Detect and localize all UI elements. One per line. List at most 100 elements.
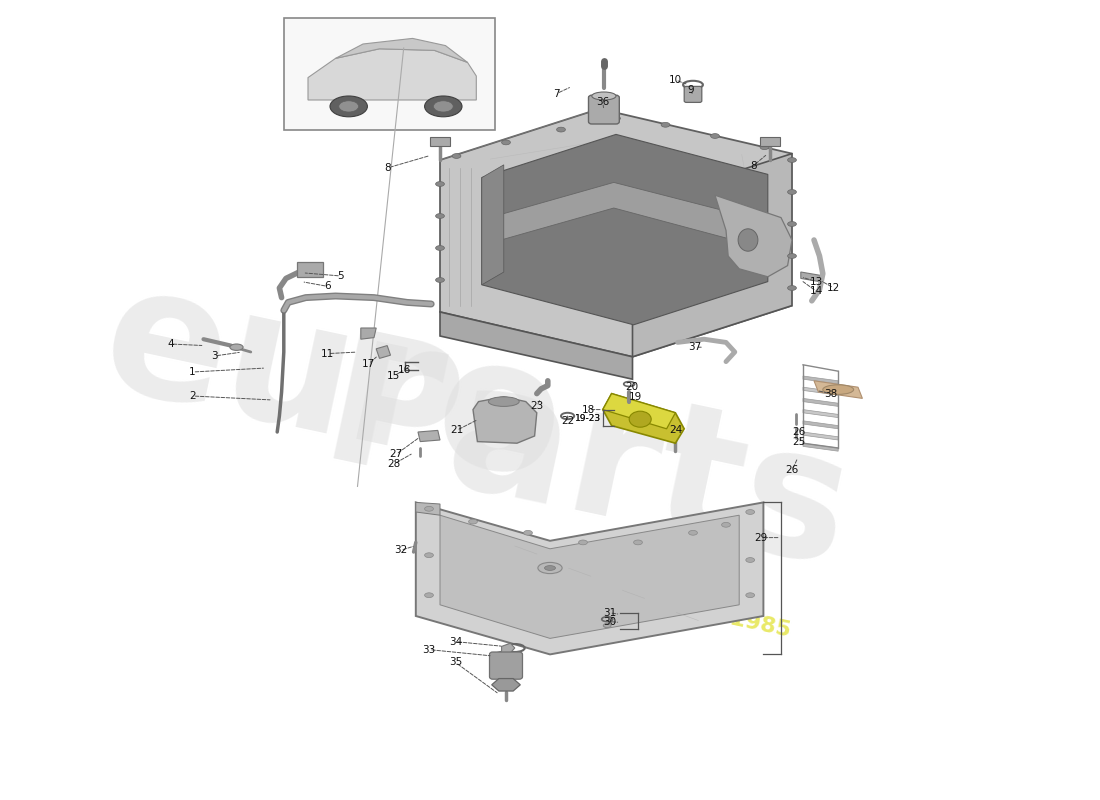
Ellipse shape (661, 122, 670, 127)
Ellipse shape (788, 222, 796, 226)
Text: 24: 24 (669, 426, 682, 435)
Text: 33: 33 (422, 645, 436, 654)
Ellipse shape (629, 411, 651, 427)
Ellipse shape (436, 214, 444, 218)
Polygon shape (336, 38, 468, 62)
Ellipse shape (425, 593, 433, 598)
Text: 19-23: 19-23 (575, 414, 602, 423)
Text: 30: 30 (603, 617, 616, 626)
Ellipse shape (634, 540, 642, 545)
Ellipse shape (425, 506, 433, 511)
FancyBboxPatch shape (684, 86, 702, 102)
Polygon shape (361, 328, 376, 339)
Ellipse shape (330, 96, 367, 117)
Text: 22: 22 (561, 416, 574, 426)
Ellipse shape (436, 278, 444, 282)
Text: 19-23: 19-23 (575, 414, 602, 423)
Text: 13: 13 (810, 277, 823, 286)
Polygon shape (492, 678, 520, 691)
Polygon shape (803, 398, 838, 406)
Ellipse shape (436, 246, 444, 250)
Ellipse shape (788, 190, 796, 194)
Polygon shape (484, 182, 763, 248)
Text: 15: 15 (387, 371, 400, 381)
Ellipse shape (592, 92, 616, 100)
FancyBboxPatch shape (490, 652, 522, 679)
Polygon shape (491, 643, 515, 666)
Text: 18: 18 (582, 405, 595, 414)
FancyBboxPatch shape (284, 18, 495, 130)
Ellipse shape (579, 540, 587, 545)
Text: 7: 7 (553, 89, 560, 98)
Polygon shape (801, 272, 820, 282)
Ellipse shape (746, 558, 755, 562)
Ellipse shape (788, 286, 796, 290)
Ellipse shape (612, 116, 620, 121)
Polygon shape (376, 346, 390, 358)
Polygon shape (603, 394, 684, 443)
Ellipse shape (722, 522, 730, 527)
Text: euro: euro (88, 250, 579, 518)
Polygon shape (416, 502, 440, 515)
Polygon shape (482, 134, 768, 325)
Text: 26: 26 (792, 427, 805, 437)
Ellipse shape (603, 624, 612, 627)
Polygon shape (603, 394, 675, 429)
Text: 3: 3 (211, 351, 218, 361)
Text: 21: 21 (450, 426, 463, 435)
Text: Parts: Parts (308, 322, 865, 606)
Text: 17: 17 (362, 359, 375, 369)
Text: 6: 6 (324, 282, 331, 291)
Text: 9: 9 (688, 85, 694, 94)
Polygon shape (803, 387, 838, 395)
Ellipse shape (425, 553, 433, 558)
Polygon shape (440, 109, 792, 357)
Text: 32: 32 (394, 546, 407, 555)
Ellipse shape (425, 96, 462, 117)
Ellipse shape (488, 397, 519, 406)
Polygon shape (416, 502, 763, 654)
Ellipse shape (339, 101, 359, 112)
Ellipse shape (469, 519, 477, 524)
FancyBboxPatch shape (297, 262, 323, 277)
Text: 23: 23 (530, 402, 543, 411)
Polygon shape (632, 154, 792, 357)
Polygon shape (803, 432, 838, 440)
Text: 38: 38 (824, 389, 837, 398)
Text: 16: 16 (398, 365, 411, 374)
Polygon shape (715, 195, 792, 277)
Polygon shape (803, 376, 838, 384)
Text: 19: 19 (629, 392, 642, 402)
FancyBboxPatch shape (588, 95, 619, 124)
Polygon shape (440, 312, 632, 379)
Text: 27: 27 (389, 450, 403, 459)
Text: 26: 26 (785, 466, 799, 475)
Text: a passion for parts since 1985: a passion for parts since 1985 (418, 543, 792, 641)
Ellipse shape (452, 154, 461, 158)
Ellipse shape (436, 182, 444, 186)
Text: 10: 10 (669, 75, 682, 85)
Text: 11: 11 (321, 349, 334, 358)
Ellipse shape (689, 530, 697, 535)
Polygon shape (814, 381, 862, 398)
Text: 5: 5 (338, 271, 344, 281)
Text: 28: 28 (387, 459, 400, 469)
Text: 36: 36 (596, 98, 609, 107)
Polygon shape (473, 397, 537, 443)
Ellipse shape (788, 254, 796, 258)
Ellipse shape (557, 127, 565, 132)
Text: 12: 12 (827, 283, 840, 293)
Polygon shape (803, 410, 838, 418)
Polygon shape (440, 515, 739, 638)
Ellipse shape (230, 344, 243, 350)
Text: 20: 20 (625, 382, 638, 392)
Ellipse shape (538, 562, 562, 574)
Ellipse shape (788, 158, 796, 162)
Polygon shape (803, 421, 838, 429)
Text: 2: 2 (189, 391, 196, 401)
Text: 4: 4 (167, 339, 174, 349)
Ellipse shape (760, 145, 769, 150)
Text: 37: 37 (689, 342, 702, 352)
Text: 1: 1 (189, 367, 196, 377)
Polygon shape (482, 165, 504, 285)
